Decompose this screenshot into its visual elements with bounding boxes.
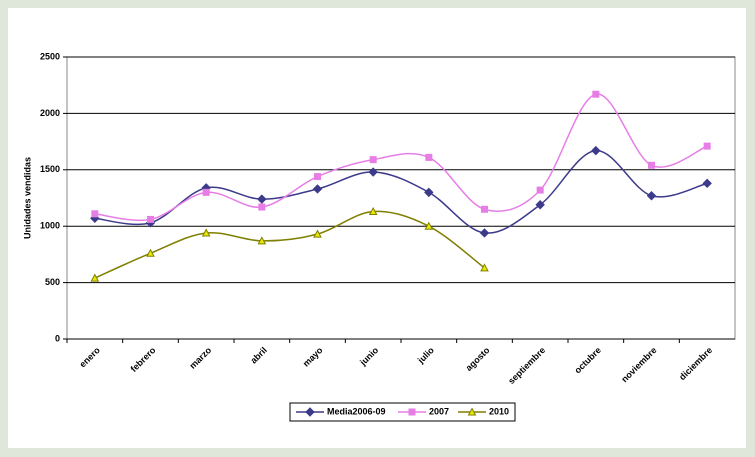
data-point [702,178,712,189]
data-point [425,153,433,161]
y-tick-label: 2500 [40,51,60,61]
data-point [646,191,657,201]
y-tick-label: 1500 [40,164,60,174]
data-point [535,200,545,210]
data-point [90,273,100,282]
data-point [147,215,154,223]
data-point [703,142,711,150]
data-point [536,186,544,194]
data-point [592,90,600,98]
data-point [424,187,434,198]
y-axis-label: Unidades vendidas [22,157,32,239]
legend-label: 2007 [429,406,449,416]
data-point [91,210,99,218]
y-tick-label: 0 [55,333,60,343]
data-point [146,248,155,257]
data-point [257,194,267,204]
data-point [257,236,267,245]
y-tick-label: 2000 [40,108,60,118]
data-point [480,263,489,272]
data-point [201,228,211,237]
data-point [424,221,434,230]
legend-label: Media2006-09 [327,406,386,416]
data-point [368,167,378,177]
data-point [369,156,377,164]
legend-marker [467,407,477,416]
data-point [368,206,378,216]
data-point [648,161,655,169]
data-point [202,188,210,196]
legend-marker [305,407,315,417]
legend-marker [408,408,416,416]
data-point [258,203,266,211]
data-point [591,145,601,156]
y-tick-label: 1000 [40,221,60,231]
data-point [479,228,490,238]
legend-label: 2010 [489,406,509,416]
data-point [313,229,322,238]
data-point [481,205,488,213]
data-point [314,173,321,181]
data-point [312,184,323,194]
y-tick-label: 500 [45,277,60,287]
chart-area [8,8,746,448]
